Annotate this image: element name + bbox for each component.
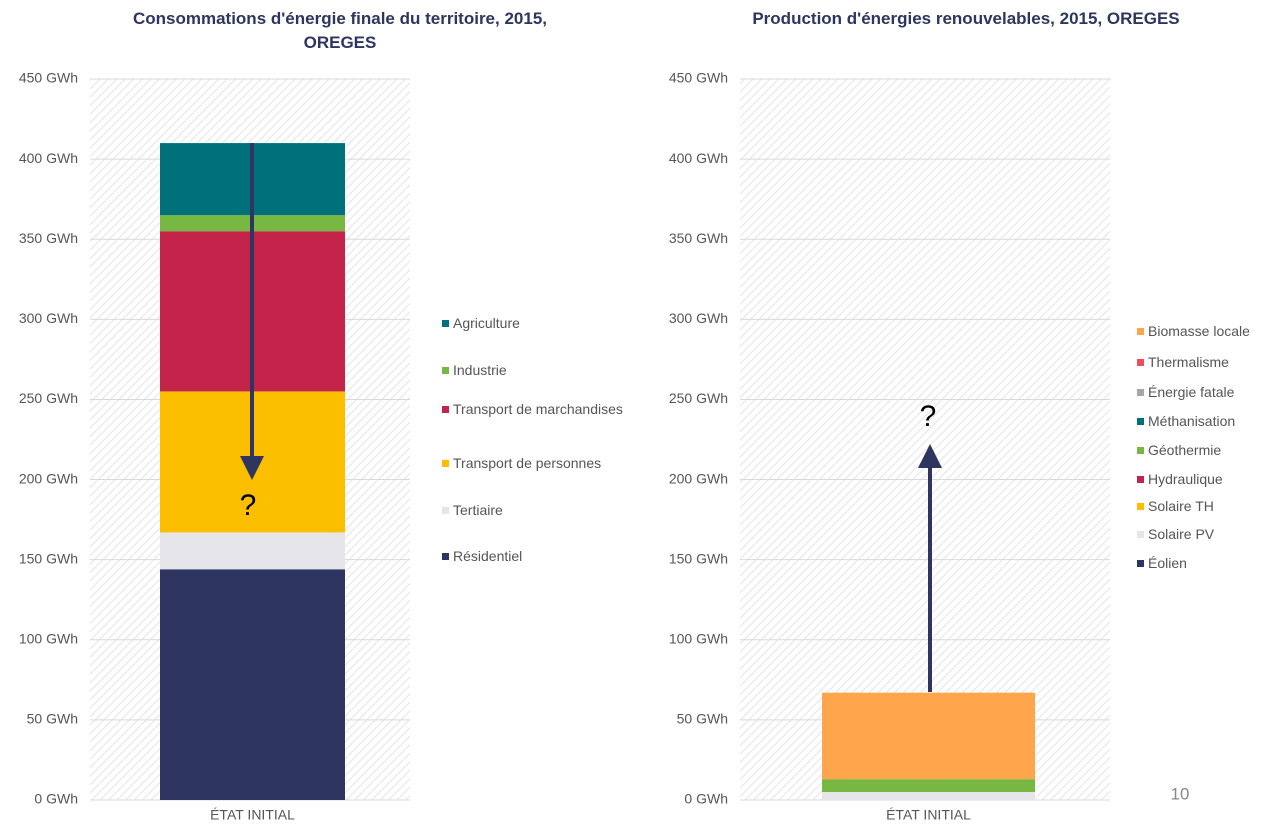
legend-label: Géothermie	[1148, 442, 1222, 458]
legend-label: Agriculture	[453, 315, 520, 331]
y-tick-label: 450 GWh	[19, 70, 78, 86]
legend-swatch	[442, 320, 449, 327]
legend-label: Transport de personnes	[453, 455, 602, 471]
y-tick-label: 100 GWh	[19, 630, 78, 646]
y-tick-label: 50 GWh	[677, 711, 728, 727]
y-tick-label: 450 GWh	[669, 70, 728, 86]
legend-item: Biomasse locale	[1137, 323, 1288, 339]
y-tick-label: 150 GWh	[669, 550, 728, 566]
legend-label: Solaire PV	[1148, 526, 1215, 542]
y-tick-label: 300 GWh	[669, 310, 728, 326]
legend-item: Résidentiel	[442, 548, 642, 564]
y-tick-label: 250 GWh	[19, 390, 78, 406]
legend-item: Transport de marchandises	[442, 401, 642, 417]
legend-swatch	[1137, 418, 1144, 425]
legend-swatch	[1137, 503, 1144, 510]
y-tick-label: 200 GWh	[669, 470, 728, 486]
legend-swatch	[1137, 447, 1144, 454]
bar-segment	[822, 779, 1035, 792]
legend-item: Solaire PV	[1137, 526, 1288, 542]
legend-item: Solaire TH	[1137, 498, 1288, 514]
legend-label: Industrie	[453, 362, 507, 378]
legend-swatch	[1137, 328, 1144, 335]
legend-item: Transport de personnes	[442, 455, 642, 471]
legend-item: Éolien	[1137, 555, 1288, 571]
page-number: 10	[1171, 784, 1190, 803]
y-tick-label: 300 GWh	[19, 310, 78, 326]
chart-title: Production d'énergies renouvelables, 201…	[752, 9, 1179, 28]
annotation: ?	[240, 489, 257, 522]
chart-title: Consommations d'énergie finale du territ…	[133, 9, 547, 52]
legend-label: Solaire TH	[1148, 498, 1214, 514]
legend-swatch	[1137, 476, 1144, 483]
legend-item: Géothermie	[1137, 442, 1288, 458]
y-tick-label: 0 GWh	[684, 791, 728, 807]
legend-swatch	[442, 507, 449, 514]
title-line: Consommations d'énergie finale du territ…	[133, 9, 547, 28]
legend-item: Agriculture	[442, 315, 642, 331]
legend-swatch	[1137, 389, 1144, 396]
legend-label: Méthanisation	[1148, 413, 1236, 429]
legend-swatch	[1137, 531, 1144, 538]
legend-swatch	[442, 460, 449, 467]
y-tick-label: 250 GWh	[669, 390, 728, 406]
legend-label: Biomasse locale	[1148, 323, 1250, 339]
legend-swatch	[1137, 560, 1144, 567]
legend-label: Transport de marchandises	[453, 401, 623, 417]
bar-segment	[822, 692, 1035, 780]
legend-swatch	[442, 406, 449, 413]
legend-label: Thermalisme	[1148, 354, 1229, 370]
legend-item: Thermalisme	[1137, 354, 1288, 370]
legend-item: Hydraulique	[1137, 471, 1288, 487]
annotation: ?	[920, 400, 937, 433]
legend-item: Industrie	[442, 362, 642, 378]
plot-area	[740, 79, 1110, 800]
y-tick-label: 400 GWh	[669, 150, 728, 166]
title-line: OREGES	[304, 33, 377, 52]
y-tick-label: 0 GWh	[34, 791, 78, 807]
x-tick-label: ÉTAT INITIAL	[886, 807, 971, 823]
x-tick-label: ÉTAT INITIAL	[210, 807, 295, 823]
legend-label: Résidentiel	[453, 548, 523, 564]
legend-swatch	[442, 553, 449, 560]
y-tick-label: 200 GWh	[19, 470, 78, 486]
bar-segment	[160, 569, 345, 800]
legend-item: Énergie fatale	[1137, 384, 1288, 400]
legend-swatch	[442, 367, 449, 374]
legend-label: Tertiaire	[453, 502, 503, 518]
y-tick-label: 150 GWh	[19, 550, 78, 566]
y-tick-label: 400 GWh	[19, 150, 78, 166]
y-tick-label: 350 GWh	[19, 230, 78, 246]
y-tick-label: 350 GWh	[669, 230, 728, 246]
bar-segment	[822, 791, 1035, 800]
title-line: Production d'énergies renouvelables, 201…	[752, 9, 1179, 28]
y-tick-label: 50 GWh	[27, 711, 78, 727]
y-tick-label: 100 GWh	[669, 630, 728, 646]
legend-item: Méthanisation	[1137, 413, 1288, 429]
legend-label: Énergie fatale	[1148, 384, 1235, 400]
bar-segment	[160, 532, 345, 570]
legend-label: Hydraulique	[1148, 471, 1223, 487]
legend-swatch	[1137, 359, 1144, 366]
legend-item: Tertiaire	[442, 502, 642, 518]
legend-label: Éolien	[1148, 555, 1187, 571]
